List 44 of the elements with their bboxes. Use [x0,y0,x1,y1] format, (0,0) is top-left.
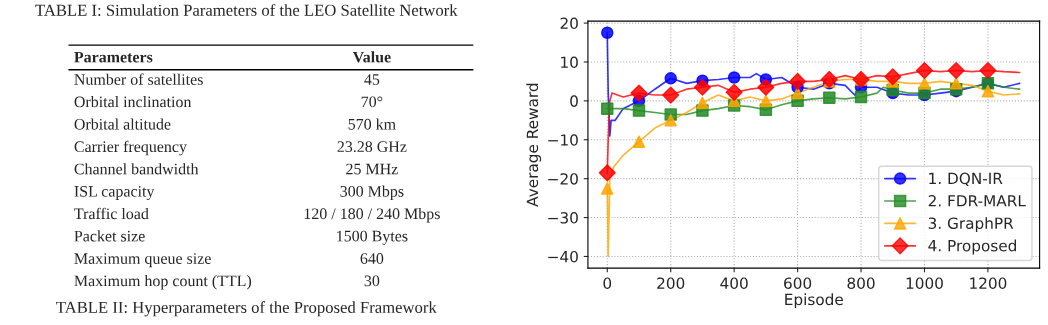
text: 70° [361,96,383,108]
text: Parameters [74,51,153,63]
text: 30 [364,275,380,287]
text: Carrier frequency [74,140,187,156]
x-axis-title: Episode [785,293,843,309]
y-tick-label: −20 [548,173,578,185]
text: Number of satellites [74,73,203,85]
text: ISL capacity [74,185,155,200]
text: 120 / 180 / 240 Mbps [304,207,440,223]
x-tick-label: 400 [720,277,748,289]
text: Orbital altitude [74,118,171,130]
x-tick-label: 800 [847,277,875,289]
text: 1500 Bytes [337,230,408,245]
text: 25 MHz [346,163,398,175]
y-tick-label: −10 [548,134,578,146]
text: 300 Mbps [340,185,404,200]
x-tick-label: 600 [784,277,812,289]
text: Value [352,51,391,63]
x-tick-label: 1200 [970,277,1007,289]
text: Maximum queue size [74,253,211,268]
y-tick-label: 20 [560,17,578,30]
text: 45 [364,74,380,85]
x-tick-label: 1000 [906,277,943,289]
text: Orbital inclination [74,96,192,108]
text: TABLE I: Simulation Parameters of the LEO Satellite Network [35,3,458,16]
text: Maximum hop count (TTL) [74,275,252,290]
text: Packet size [74,230,145,242]
text: Traffic load [74,207,149,220]
y-tick-label: 10 [561,56,578,68]
text: 640 [360,253,384,264]
y-tick-label: −30 [548,212,578,224]
legend-label: 1. DQN-IR [929,172,1003,186]
y-tick-label: 0 [570,95,578,107]
legend-label: 3. GraphPR [928,217,1014,232]
legend-label: 2. FDR-MARL [928,195,1026,207]
text: Channel bandwidth [74,163,199,175]
x-tick-label: 200 [657,277,685,289]
text: 570 km [348,118,396,130]
x-tick-label: 0 [603,277,612,289]
legend-label: 4. Proposed [928,239,1016,255]
y-axis-title: Average Reward [526,83,542,207]
text: TABLE II: Hyperparameters of the Proposed Framework [56,301,437,317]
text: 23.28 GHz [337,141,407,153]
y-tick-label: −40 [548,250,578,263]
